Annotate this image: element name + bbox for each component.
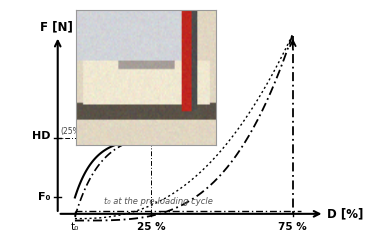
Text: HD: HD — [32, 131, 51, 141]
Text: D [%]: D [%] — [327, 207, 364, 220]
Text: 75 %: 75 % — [279, 222, 307, 232]
Text: F [N]: F [N] — [40, 21, 73, 34]
Text: F₀: F₀ — [38, 192, 51, 202]
Text: 25 %: 25 % — [137, 222, 165, 232]
Text: (25%/20s): (25%/20s) — [61, 126, 100, 136]
Text: t₀ at the pre-loading cycle: t₀ at the pre-loading cycle — [104, 197, 212, 206]
Text: t₀: t₀ — [71, 222, 79, 232]
